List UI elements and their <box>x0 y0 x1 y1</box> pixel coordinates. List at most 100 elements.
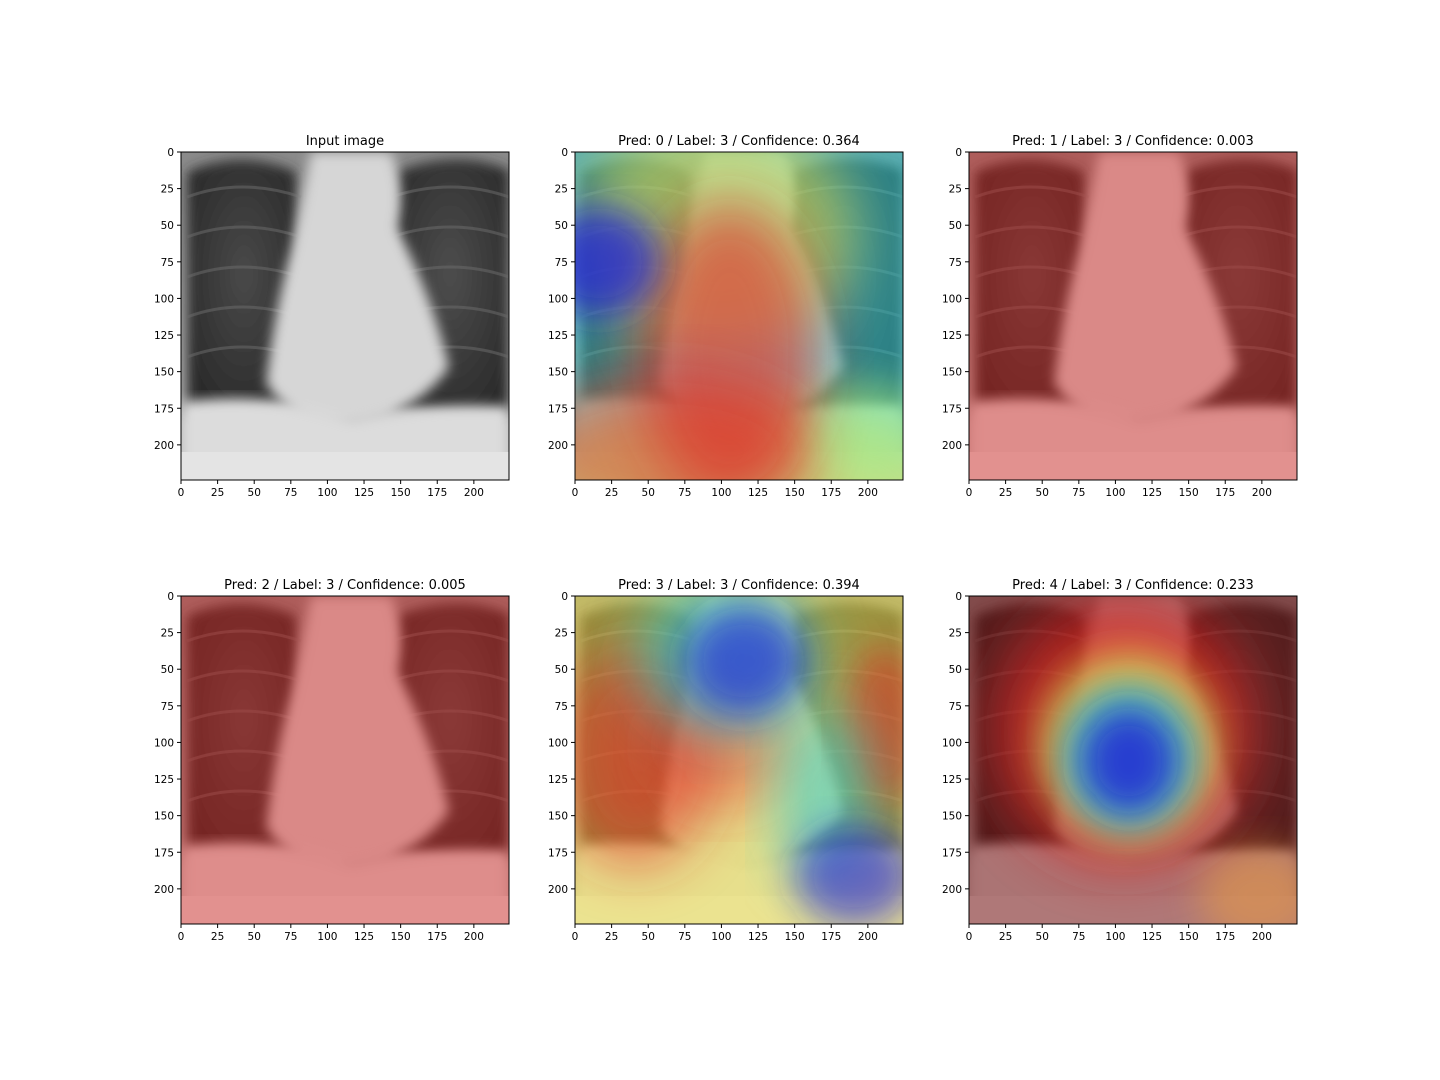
y-tick-label: 150 <box>942 367 962 379</box>
y-tick-label: 150 <box>154 811 174 823</box>
x-tick-label: 125 <box>748 487 768 499</box>
y-tick-label: 0 <box>955 147 962 159</box>
y-tick-label: 50 <box>161 220 174 232</box>
x-tick-label: 150 <box>785 487 805 499</box>
axes-frame <box>574 151 904 481</box>
y-tick-label: 125 <box>942 774 962 786</box>
panel-4: Pred: 3 / Label: 3 / Confidence: 0.394 0 2… <box>548 578 904 943</box>
panel-5: Pred: 4 / Label: 3 / Confidence: 0.233 0 2… <box>942 578 1298 943</box>
y-tick-label: 25 <box>949 628 962 640</box>
y-tick-label: 175 <box>154 403 174 415</box>
x-tick-label: 175 <box>1215 931 1235 943</box>
x-tick-label: 0 <box>572 487 579 499</box>
y-tick-label: 25 <box>949 184 962 196</box>
x-tick-label: 0 <box>178 931 185 943</box>
x-tick-label: 150 <box>1179 487 1199 499</box>
x-tick-label: 175 <box>821 931 841 943</box>
y-tick-label: 125 <box>154 330 174 342</box>
y-tick-label: 150 <box>548 811 568 823</box>
axes-frame <box>180 595 510 925</box>
x-tick-label: 75 <box>678 931 691 943</box>
y-tick-label: 175 <box>548 847 568 859</box>
x-tick-label: 150 <box>391 487 411 499</box>
x-tick-label: 75 <box>1072 931 1085 943</box>
x-tick-label: 50 <box>248 487 261 499</box>
y-tick-label: 0 <box>561 147 568 159</box>
panel-title: Pred: 1 / Label: 3 / Confidence: 0.003 <box>1012 134 1254 149</box>
panel-title: Pred: 0 / Label: 3 / Confidence: 0.364 <box>618 134 860 149</box>
x-tick-label: 75 <box>284 931 297 943</box>
x-tick-label: 175 <box>427 931 447 943</box>
x-tick-label: 200 <box>858 931 878 943</box>
y-tick-label: 25 <box>161 628 174 640</box>
x-tick-label: 25 <box>999 487 1012 499</box>
x-tick-label: 100 <box>317 487 337 499</box>
x-tick-label: 200 <box>464 487 484 499</box>
y-tick-label: 175 <box>942 403 962 415</box>
y-tick-label: 50 <box>949 220 962 232</box>
panel-3: Pred: 2 / Label: 3 / Confidence: 0.005 0 2… <box>154 578 510 943</box>
y-tick-label: 125 <box>548 774 568 786</box>
y-tick-label: 25 <box>555 628 568 640</box>
panel-title: Pred: 2 / Label: 3 / Confidence: 0.005 <box>224 578 466 593</box>
y-tick-label: 200 <box>942 884 962 896</box>
y-tick-label: 150 <box>548 367 568 379</box>
x-tick-label: 175 <box>427 487 447 499</box>
x-tick-label: 100 <box>1105 487 1125 499</box>
y-tick-label: 0 <box>167 147 174 159</box>
y-tick-label: 100 <box>942 293 962 305</box>
x-tick-label: 0 <box>966 931 973 943</box>
y-tick-label: 150 <box>154 367 174 379</box>
y-tick-label: 175 <box>548 403 568 415</box>
x-tick-label: 50 <box>1036 931 1049 943</box>
y-tick-label: 125 <box>548 330 568 342</box>
y-tick-label: 75 <box>555 257 568 269</box>
x-tick-label: 150 <box>391 931 411 943</box>
y-tick-label: 100 <box>154 737 174 749</box>
panel-image <box>181 152 509 480</box>
x-tick-label: 0 <box>966 487 973 499</box>
y-tick-label: 25 <box>161 184 174 196</box>
y-tick-label: 100 <box>942 737 962 749</box>
x-tick-label: 50 <box>642 487 655 499</box>
y-tick-label: 50 <box>161 664 174 676</box>
panel-title: Input image <box>306 134 384 149</box>
x-tick-label: 25 <box>999 931 1012 943</box>
y-tick-label: 0 <box>561 591 568 603</box>
axes-frame <box>968 151 1298 481</box>
y-tick-label: 175 <box>942 847 962 859</box>
panel-title: Pred: 4 / Label: 3 / Confidence: 0.233 <box>1012 578 1254 593</box>
y-tick-label: 25 <box>555 184 568 196</box>
panel-1: Pred: 0 / Label: 3 / Confidence: 0.364 0 2… <box>548 134 904 499</box>
x-tick-label: 100 <box>711 487 731 499</box>
x-tick-label: 100 <box>317 931 337 943</box>
x-tick-label: 175 <box>821 487 841 499</box>
y-tick-label: 125 <box>942 330 962 342</box>
x-tick-label: 50 <box>248 931 261 943</box>
y-tick-label: 75 <box>161 701 174 713</box>
x-tick-label: 200 <box>858 487 878 499</box>
y-tick-label: 100 <box>548 293 568 305</box>
x-tick-label: 50 <box>642 931 655 943</box>
y-tick-label: 150 <box>942 811 962 823</box>
x-tick-label: 150 <box>1179 931 1199 943</box>
y-tick-label: 200 <box>154 440 174 452</box>
x-tick-label: 175 <box>1215 487 1235 499</box>
y-tick-label: 200 <box>548 440 568 452</box>
x-tick-label: 125 <box>1142 931 1162 943</box>
panel-0: Input image 0 25 50 75 100 125 150 175 200 0 25 50 75… <box>154 134 510 499</box>
axes-frame <box>180 151 510 481</box>
x-tick-label: 75 <box>678 487 691 499</box>
x-tick-label: 100 <box>711 931 731 943</box>
y-tick-label: 100 <box>548 737 568 749</box>
x-tick-label: 0 <box>178 487 185 499</box>
x-tick-label: 125 <box>354 487 374 499</box>
y-tick-label: 75 <box>949 257 962 269</box>
y-tick-label: 0 <box>167 591 174 603</box>
x-tick-label: 75 <box>284 487 297 499</box>
x-tick-label: 150 <box>785 931 805 943</box>
y-tick-label: 200 <box>548 884 568 896</box>
x-tick-label: 125 <box>748 931 768 943</box>
x-tick-label: 50 <box>1036 487 1049 499</box>
